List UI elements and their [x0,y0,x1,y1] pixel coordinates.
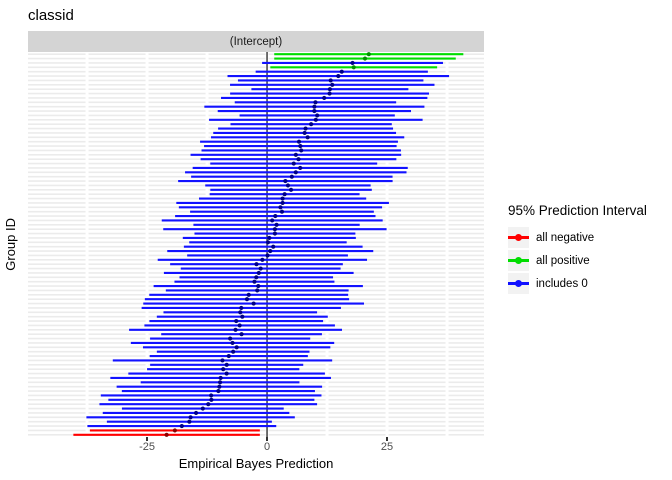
legend-items: all negative all positive includes 0 [508,227,668,294]
x-tick-mark [146,437,148,441]
y-axis-title: Group ID [2,218,18,271]
plot-panel [28,52,484,437]
legend-key-pointrange-icon [508,227,529,248]
legend-item: includes 0 [508,273,668,294]
x-tick-label: 25 [380,441,394,453]
x-axis-title: Empirical Bayes Prediction [178,456,334,471]
legend-item-label: all negative [536,231,595,244]
legend-item-label: all positive [536,254,590,267]
x-tick-mark [266,437,268,441]
x-tick-mark [386,437,388,441]
x-tick-label: -25 [139,441,155,453]
x-axis-tick-labels: -25 0 25 [28,441,484,453]
x-axis-ticks [28,437,484,441]
facet-strip: (Intercept) [28,31,484,52]
legend-item: all positive [508,250,668,271]
caterpillar-chart [28,52,484,437]
plot-title: classid [28,7,74,24]
legend: 95% Prediction Interval all negative all … [508,203,668,296]
legend-title: 95% Prediction Interval [508,203,647,218]
facet-strip-label: (Intercept) [229,35,283,48]
x-tick-label: 0 [263,441,271,453]
legend-key-pointrange-icon [508,250,529,271]
legend-item-label: includes 0 [536,277,588,290]
legend-key-pointrange-icon [508,273,529,294]
legend-item: all negative [508,227,668,248]
